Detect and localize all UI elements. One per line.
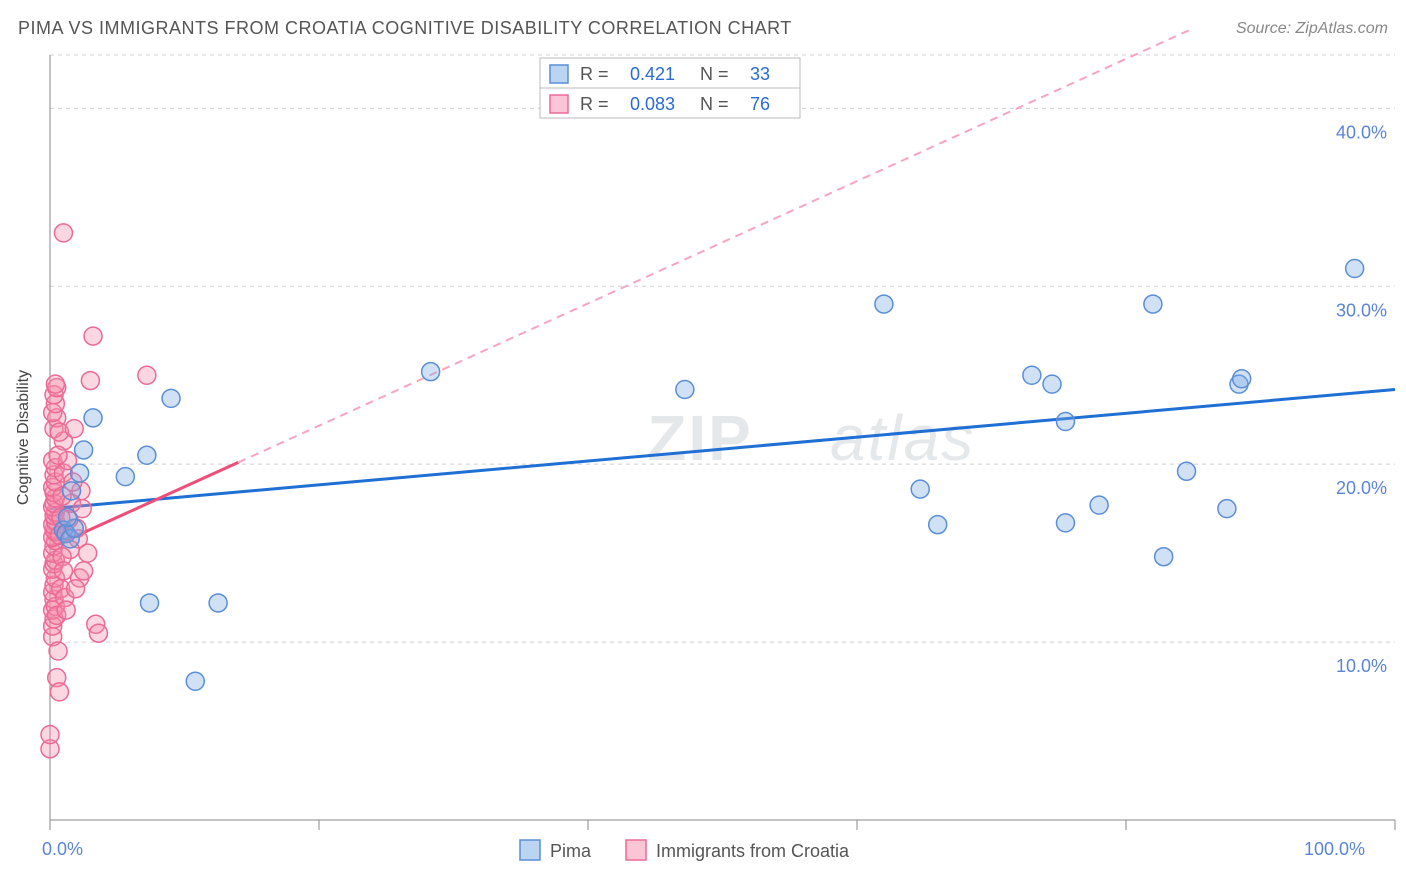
legend-label: Immigrants from Croatia [656,841,850,861]
data-point-blue [116,468,134,486]
data-point-pink [84,327,102,345]
y-tick-label: 20.0% [1336,478,1387,498]
data-point-blue [1090,496,1108,514]
stats-swatch-icon [550,95,568,113]
stats-n-value: 76 [750,94,770,114]
data-point-blue [1346,259,1364,277]
data-point-pink [41,726,59,744]
data-point-pink [54,224,72,242]
chart-svg: ZIPatlas10.0%20.0%30.0%40.0%0.0%100.0%Co… [0,0,1406,892]
stats-r-value: 0.083 [630,94,675,114]
data-point-blue [1144,295,1162,313]
data-point-blue [1233,370,1251,388]
y-tick-label: 10.0% [1336,656,1387,676]
x-tick-label: 0.0% [42,839,83,859]
data-point-blue [209,594,227,612]
data-point-pink [79,544,97,562]
data-point-blue [162,389,180,407]
data-point-blue [141,594,159,612]
data-point-pink [50,683,68,701]
data-point-pink [75,562,93,580]
data-point-blue [1056,412,1074,430]
data-point-blue [911,480,929,498]
data-point-pink [67,580,85,598]
legend-label: Pima [550,841,592,861]
chart-container: PIMA VS IMMIGRANTS FROM CROATIA COGNITIV… [0,0,1406,892]
legend-swatch-icon [520,840,540,860]
data-point-pink [54,562,72,580]
data-point-blue [58,509,76,527]
data-point-blue [1155,548,1173,566]
data-point-blue [676,380,694,398]
data-point-pink [49,446,67,464]
data-point-blue [422,363,440,381]
x-tick-label: 100.0% [1304,839,1365,859]
watermark-icon: ZIP [647,402,753,474]
stats-r-value: 0.421 [630,64,675,84]
data-point-blue [138,446,156,464]
y-tick-label: 40.0% [1336,122,1387,142]
stats-r-label: R = [580,64,609,84]
stats-n-label: N = [700,64,729,84]
data-point-blue [1178,462,1196,480]
data-point-blue [1043,375,1061,393]
data-point-blue [1218,500,1236,518]
data-point-pink [138,366,156,384]
data-point-pink [81,372,99,390]
data-point-blue [75,441,93,459]
data-point-blue [1056,514,1074,532]
data-point-pink [46,375,64,393]
stats-swatch-icon [550,65,568,83]
stats-r-label: R = [580,94,609,114]
data-point-blue [875,295,893,313]
y-tick-label: 30.0% [1336,300,1387,320]
data-point-blue [71,464,89,482]
data-point-pink [65,420,83,438]
legend-swatch-icon [626,840,646,860]
data-point-pink [89,624,107,642]
data-point-pink [49,642,67,660]
data-point-pink [57,601,75,619]
data-point-blue [63,482,81,500]
stats-n-value: 33 [750,64,770,84]
data-point-blue [929,516,947,534]
data-point-blue [1023,366,1041,384]
stats-n-label: N = [700,94,729,114]
y-axis-label: Cognitive Disability [15,370,32,505]
data-point-blue [186,672,204,690]
data-point-blue [84,409,102,427]
